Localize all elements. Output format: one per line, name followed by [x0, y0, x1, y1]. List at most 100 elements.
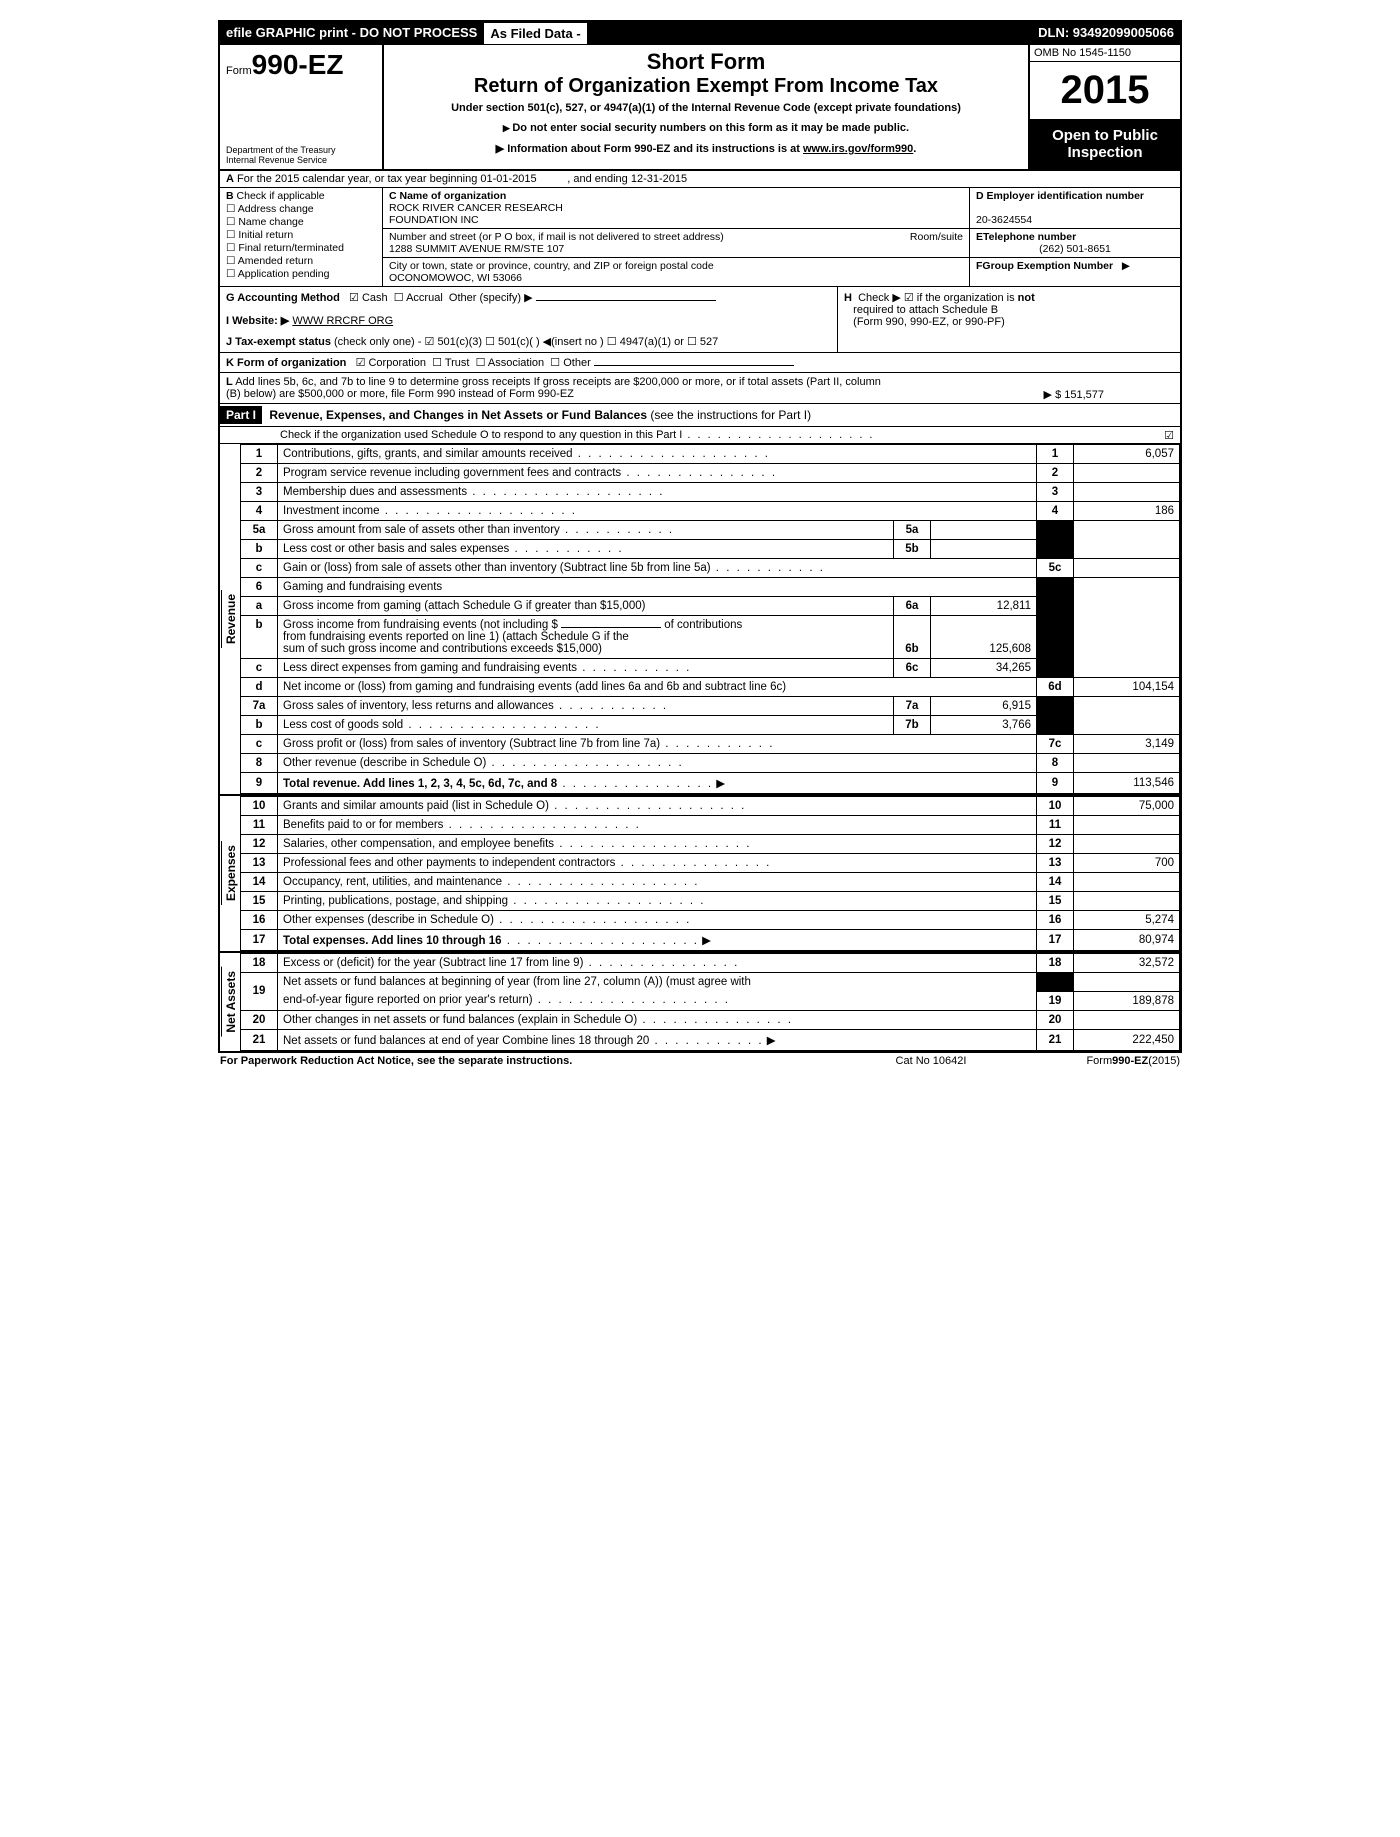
label-f: FGroup Exemption Number	[976, 260, 1113, 272]
sval-5b	[931, 540, 1037, 559]
num-2: 2	[1037, 464, 1074, 483]
chk-schedule-o[interactable]	[1164, 429, 1174, 442]
val-15	[1074, 892, 1180, 911]
phone-value: (262) 501-8651	[976, 243, 1174, 255]
chk-cash[interactable]: Cash	[349, 292, 388, 304]
val-7c: 3,149	[1074, 735, 1180, 754]
street-value: 1288 SUMMIT AVENUE RM/STE 107	[389, 243, 564, 255]
irs-link[interactable]: www.irs.gov/form990	[803, 143, 913, 155]
desc-11: Benefits paid to or for members	[278, 816, 1037, 835]
label-l: L	[226, 376, 233, 388]
chk-501c[interactable]: 501(c)( )	[485, 336, 539, 348]
ln-5a: 5a	[241, 521, 278, 540]
ln-7b: b	[241, 716, 278, 735]
num-7c: 7c	[1037, 735, 1074, 754]
desc-6a: Gross income from gaming (attach Schedul…	[278, 597, 894, 616]
row-a: A For the 2015 calendar year, or tax yea…	[220, 171, 1180, 188]
section-bcdef: B Check if applicable Address change Nam…	[220, 188, 1180, 287]
part1-paren: (see the instructions for Part I)	[650, 408, 811, 422]
ln-15: 15	[241, 892, 278, 911]
val-1: 6,057	[1074, 445, 1180, 464]
snum-5a: 5a	[894, 521, 931, 540]
snum-6c: 6c	[894, 659, 931, 678]
chk-527[interactable]: 527	[687, 336, 718, 348]
chk-4947[interactable]: 4947(a)(1) or	[607, 336, 684, 348]
row-l-text1: Add lines 5b, 6c, and 7b to line 9 to de…	[235, 376, 881, 388]
omb-number: OMB No 1545-1150	[1030, 45, 1180, 62]
desc-20: Other changes in net assets or fund bala…	[278, 1010, 1037, 1029]
ln-18: 18	[241, 954, 278, 973]
ln-1: 1	[241, 445, 278, 464]
ln-6a: a	[241, 597, 278, 616]
note-ssn: Do not enter social security numbers on …	[392, 122, 1020, 134]
part1-label: Part I	[220, 406, 262, 424]
revenue-block: Revenue 1Contributions, gifts, grants, a…	[220, 444, 1180, 794]
shade-7	[1037, 697, 1074, 735]
chk-h[interactable]	[904, 292, 917, 304]
form-prefix: Form	[226, 65, 252, 77]
blank-5	[1074, 521, 1180, 559]
chk-application-pending[interactable]: Application pending	[226, 268, 376, 280]
snum-7a: 7a	[894, 697, 931, 716]
dept-treasury: Department of the Treasury	[226, 145, 376, 155]
ein-value: 20-3624554	[976, 214, 1032, 226]
chk-501c3[interactable]: 501(c)(3)	[425, 336, 483, 348]
ln-6b: b	[241, 616, 278, 659]
desc-6b-2: from fundraising events reported on line…	[283, 631, 629, 643]
website-link[interactable]: WWW RRCRF ORG	[292, 315, 393, 327]
desc-16: Other expenses (describe in Schedule O)	[278, 911, 1037, 930]
chk-association[interactable]: Association	[476, 357, 545, 369]
num-5c: 5c	[1037, 559, 1074, 578]
ln-8: 8	[241, 754, 278, 773]
desc-6b-1b: of contributions	[664, 619, 742, 631]
blank-6	[1074, 578, 1180, 678]
ln-11: 11	[241, 816, 278, 835]
snum-6a: 6a	[894, 597, 931, 616]
chk-amended-return[interactable]: Amended return	[226, 255, 376, 267]
val-14	[1074, 873, 1180, 892]
chk-address-change[interactable]: Address change	[226, 203, 376, 215]
blank-19	[1074, 973, 1180, 992]
desc-6b-3: sum of such gross income and contributio…	[283, 643, 602, 655]
val-2	[1074, 464, 1180, 483]
num-10: 10	[1037, 797, 1074, 816]
row-j-text: (check only one) -	[334, 336, 421, 348]
h-not: not	[1018, 292, 1035, 304]
desc-6d: Net income or (loss) from gaming and fun…	[278, 678, 1037, 697]
desc-10: Grants and similar amounts paid (list in…	[278, 797, 1037, 816]
num-3: 3	[1037, 483, 1074, 502]
shade-19	[1037, 973, 1074, 992]
desc-19-1: Net assets or fund balances at beginning…	[278, 973, 1037, 992]
chk-other-org[interactable]: Other	[550, 357, 590, 369]
ln-14: 14	[241, 873, 278, 892]
chk-name-change[interactable]: Name change	[226, 216, 376, 228]
row-l-text2: (B) below) are $500,000 or more, file Fo…	[226, 388, 574, 400]
form-number: Form990-EZ	[226, 49, 376, 81]
val-10: 75,000	[1074, 797, 1180, 816]
h-text2: if the organization is	[917, 292, 1015, 304]
desc-9: Total revenue. Add lines 1, 2, 3, 4, 5c,…	[278, 773, 1037, 794]
other-org-line	[594, 365, 794, 366]
chk-trust[interactable]: Trust	[432, 357, 469, 369]
chk-accrual[interactable]: Accrual	[394, 292, 443, 304]
num-8: 8	[1037, 754, 1074, 773]
sval-6a: 12,811	[931, 597, 1037, 616]
desc-3: Membership dues and assessments	[278, 483, 1037, 502]
chk-corporation[interactable]: Corporation	[356, 357, 426, 369]
footer-cat: Cat No 10642I	[896, 1055, 967, 1067]
desc-7a: Gross sales of inventory, less returns a…	[278, 697, 894, 716]
sval-6b: 125,608	[931, 616, 1037, 659]
desc-6b-1: Gross income from fundraising events (no…	[283, 619, 558, 631]
num-18: 18	[1037, 954, 1074, 973]
chk-final-return[interactable]: Final return/terminated	[226, 242, 376, 254]
val-13: 700	[1074, 854, 1180, 873]
side-revenue: Revenue	[221, 590, 240, 648]
row-a-end: , and ending 12-31-2015	[567, 173, 687, 185]
label-d: D Employer identification number	[976, 190, 1144, 202]
ln-10: 10	[241, 797, 278, 816]
chk-initial-return[interactable]: Initial return	[226, 229, 376, 241]
dots-17	[502, 935, 699, 947]
netassets-table: 18Excess or (deficit) for the year (Subt…	[241, 953, 1180, 1051]
val-18: 32,572	[1074, 954, 1180, 973]
sval-6c: 34,265	[931, 659, 1037, 678]
